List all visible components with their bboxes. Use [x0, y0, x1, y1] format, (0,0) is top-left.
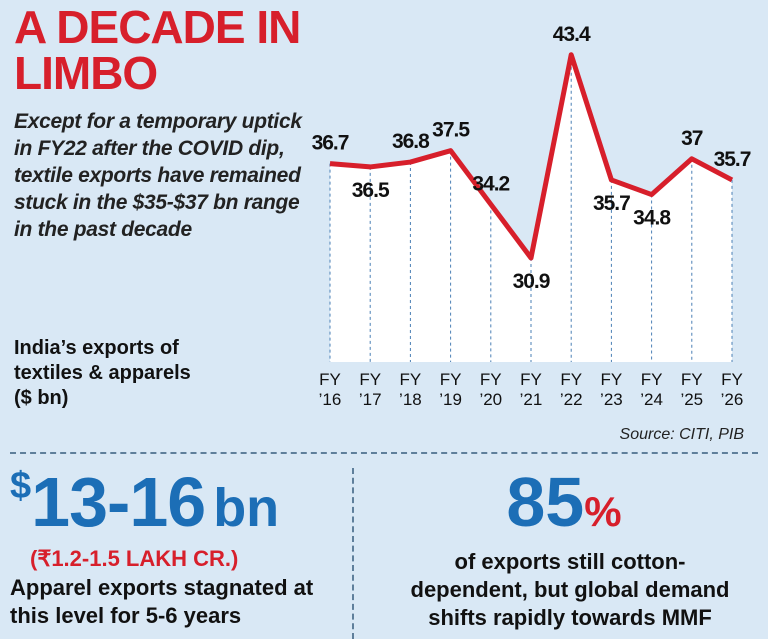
- data-label: 37.5: [432, 119, 470, 142]
- area: [330, 54, 732, 362]
- x-tick-label: FY ’19: [439, 370, 462, 409]
- x-tick-label: FY ’21: [519, 370, 543, 409]
- title: A DECADE IN LIMBO: [14, 1, 301, 99]
- source: Source: CITI, PIB: [619, 426, 744, 443]
- x-tick-label: FY ’24: [640, 370, 663, 409]
- data-label: 35.7: [593, 192, 630, 215]
- x-tick-label: FY ’23: [600, 370, 623, 409]
- data-label: 34.8: [633, 207, 671, 230]
- stat: 85%: [360, 462, 768, 542]
- chart: 36.736.536.8 37.534.230.943.435.734.83735…: [312, 23, 752, 362]
- x-tick-label: FY ’17: [358, 370, 382, 409]
- stat-text: of exports still cotton-dependent, but g…: [410, 549, 730, 630]
- x-tick-label: FY ’25: [680, 370, 704, 409]
- data-label: 36.5: [352, 179, 390, 202]
- stat-unit: %: [584, 488, 622, 535]
- data-label: 37: [681, 127, 703, 150]
- stat-unit: bn: [213, 478, 280, 538]
- data-label: 43.4: [553, 23, 591, 46]
- stat-number: 85: [506, 463, 585, 541]
- stat-prefix: $: [10, 465, 32, 507]
- data-label: 34.2: [472, 172, 509, 195]
- data-label: 30.9: [513, 270, 550, 293]
- stat: $13-16 bn: [10, 462, 350, 542]
- line: [329, 52, 734, 261]
- separator: [10, 452, 758, 454]
- x-tick-label: FY ’16: [318, 370, 342, 409]
- stat-number: 13-16: [31, 463, 206, 541]
- separator: [352, 468, 354, 639]
- data-label: 35.7: [714, 148, 751, 171]
- y-axis-label: India’s exports of textiles & apparels (…: [14, 337, 191, 409]
- x-tick-label: FY ’22: [559, 370, 583, 409]
- data-label: 36.7: [312, 132, 349, 155]
- x-tick-label: FY ’18: [399, 370, 422, 409]
- stat-sub: (₹1.2-1.5 LAKH CR.): [30, 546, 239, 571]
- x-tick-label: FY ’20: [479, 370, 503, 409]
- subtitle: Except for a temporary uptick in FY22 af…: [14, 110, 302, 241]
- x-tick-label: FY ’26: [720, 370, 744, 409]
- stat-text: Apparel exports stagnated at this level …: [10, 575, 314, 628]
- data-label: 36.8: [392, 130, 430, 153]
